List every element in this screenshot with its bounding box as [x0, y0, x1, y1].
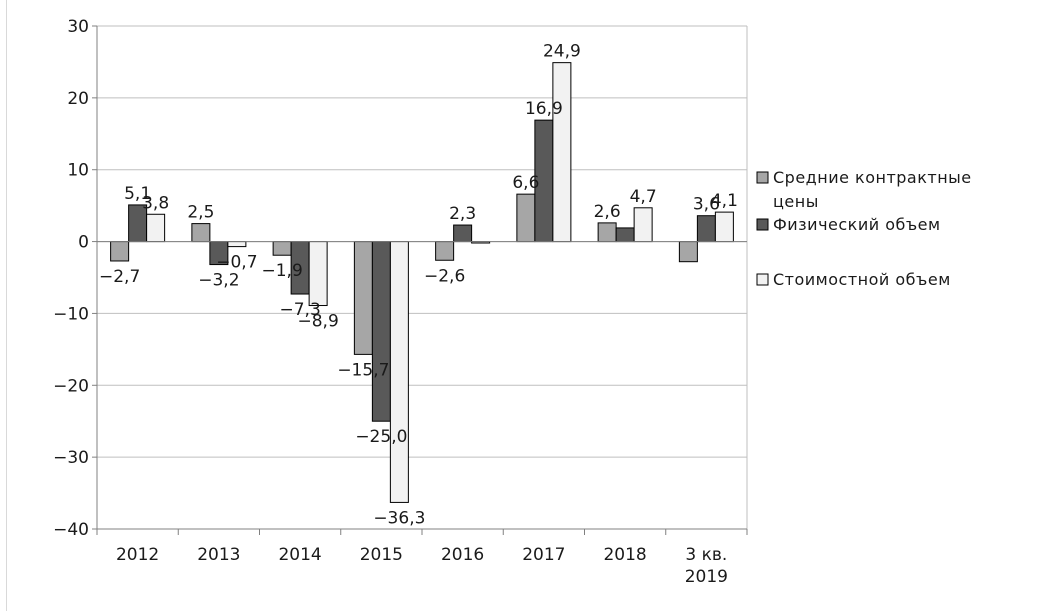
x-tick-label: 2018: [603, 545, 646, 565]
bar: [633, 207, 653, 243]
data-label: 3,6: [693, 195, 720, 215]
bar: [371, 241, 391, 422]
data-label: 16,9: [525, 99, 563, 119]
x-tick-label: 2012: [116, 545, 159, 565]
data-label: −7,3: [279, 300, 320, 320]
data-label: −3,2: [198, 271, 239, 291]
legend-label: Средние контрактные: [773, 168, 972, 187]
bar: [146, 213, 166, 243]
y-tick-label: 10: [67, 161, 89, 181]
data-label: −36,3: [373, 508, 425, 528]
gridlines: [97, 25, 747, 530]
x-tick-label: 2016: [441, 545, 484, 565]
bar: [272, 241, 292, 256]
legend-label: цены: [773, 192, 819, 211]
bar: [353, 241, 373, 355]
x-tick-label: 2019: [685, 567, 728, 587]
data-label: 2,5: [187, 203, 214, 223]
data-label: −25,0: [355, 427, 407, 447]
x-tick-label: 3 кв.: [685, 545, 727, 565]
data-label: 5,1: [124, 184, 151, 204]
legend-swatch: [756, 171, 769, 184]
x-tick-label: 2014: [278, 545, 321, 565]
y-tick-label: 0: [78, 233, 89, 253]
data-label: −0,7: [216, 253, 257, 273]
y-tick-label: 20: [67, 89, 89, 109]
bar: [516, 193, 536, 243]
x-tick-label: 2017: [522, 545, 565, 565]
legend-swatch: [756, 273, 769, 286]
y-tick-label: −10: [53, 304, 89, 324]
data-label: 4,7: [630, 187, 657, 207]
y-tick-label: 30: [67, 17, 89, 37]
data-label: −2,6: [424, 266, 465, 286]
data-label: −2,7: [99, 267, 140, 287]
bar: [308, 241, 328, 307]
data-label: 4,1: [711, 191, 738, 211]
data-label: 2,3: [449, 204, 476, 224]
data-label: −15,7: [337, 360, 389, 380]
bar: [110, 241, 130, 262]
bar: [678, 241, 698, 263]
data-label: 6,6: [512, 173, 539, 193]
bar: [191, 223, 211, 243]
legend-label: Стоимостной объем: [773, 270, 951, 289]
bar: [227, 241, 247, 248]
data-labels: −2,7 2,5 −1,9 −15,7 −2,6 6,6 2,6 5,1 −3,2 −7,3 −25…: [99, 42, 738, 529]
data-label: −1,9: [261, 261, 302, 281]
axes: 30 20 10 0 −10 −20 −30 −40 2012 2013 2014 2015 2016 2…: [53, 17, 748, 587]
x-tick-label: 2013: [197, 545, 240, 565]
bar: [597, 222, 617, 243]
data-label: −8,9: [297, 312, 338, 332]
data-label: 24,9: [543, 42, 581, 62]
x-tick-label: 2015: [360, 545, 403, 565]
bar: [615, 227, 635, 243]
bar: [435, 241, 455, 261]
bar: [714, 211, 734, 243]
y-tick-label: −30: [53, 448, 89, 468]
data-label: 3,8: [142, 193, 169, 213]
y-tick-label: −20: [53, 376, 89, 396]
frame-edge: [6, 0, 7, 611]
bar: [696, 215, 716, 243]
legend: Средние контрактные цены Физический объем С…: [756, 168, 972, 289]
data-label: 2,6: [594, 202, 621, 222]
bar: [453, 224, 473, 243]
legend-label: Физический объем: [773, 215, 941, 234]
y-tick-label: −40: [53, 520, 89, 540]
bar: [389, 241, 409, 503]
bar: [552, 62, 572, 243]
legend-swatch: [756, 218, 769, 231]
